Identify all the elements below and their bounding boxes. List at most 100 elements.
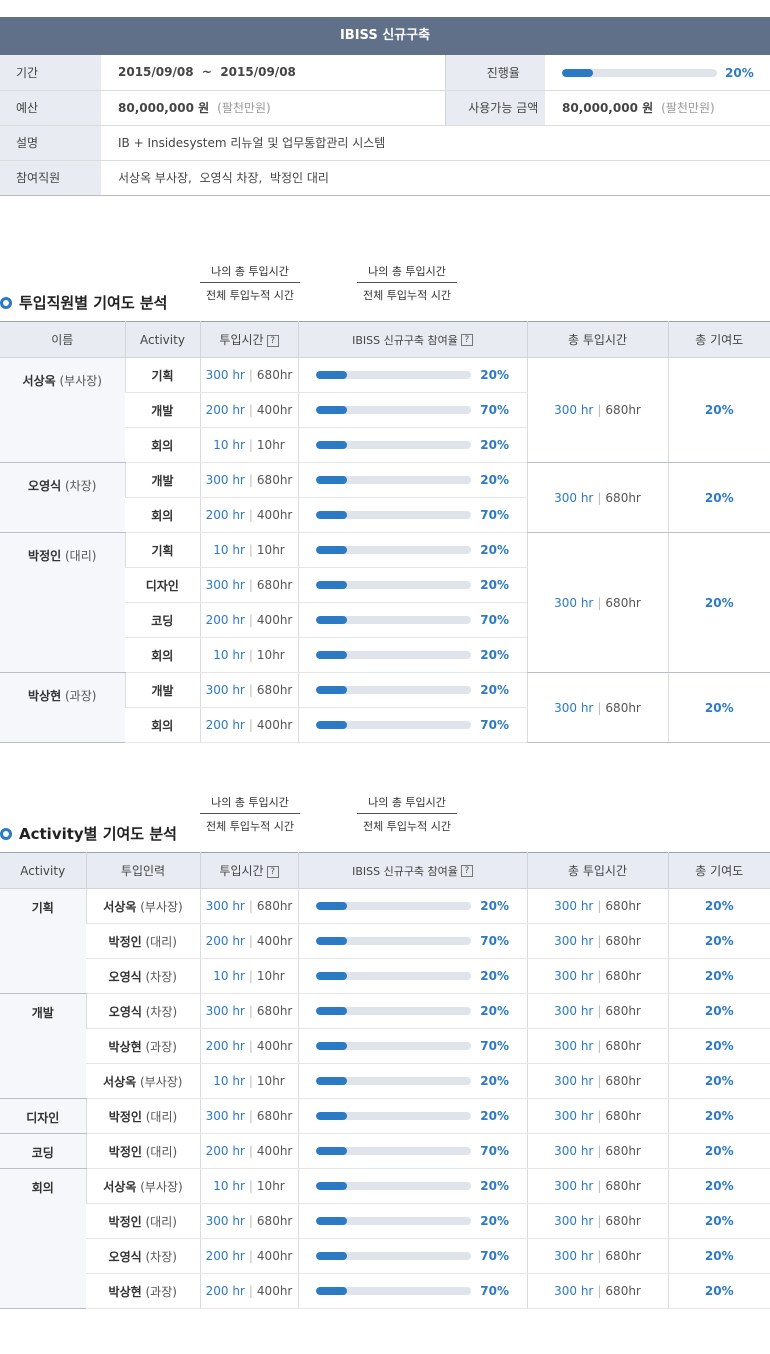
- hours-separator: |: [248, 473, 253, 487]
- rate-bar-fill: [316, 1077, 347, 1086]
- hours-separator: |: [597, 403, 602, 417]
- activity-name: 개발: [124, 672, 200, 708]
- rate-cell: 70%: [297, 1238, 527, 1274]
- rate-percent: 70%: [480, 1039, 509, 1054]
- person-cell: 박상현 (과장): [86, 1028, 200, 1064]
- table-row: 박상현 (과장) 200 hr | 400hr 70% 300 hr | 680hr 20%: [0, 1273, 770, 1309]
- rate-bar: [316, 1147, 471, 1156]
- hours-mine: 300 hr: [205, 683, 245, 697]
- table-row: 박상현 (과장) 200 hr | 400hr 70% 300 hr | 680hr 20%: [0, 1028, 770, 1064]
- rate-cell: 20%: [297, 567, 527, 603]
- hours-total: 10hr: [256, 969, 285, 983]
- available-words: (팔천만원): [661, 101, 715, 115]
- total-hours-cell: 300 hr | 680hr: [526, 672, 668, 743]
- total-hours-cell: 300 hr | 680hr: [526, 888, 668, 924]
- rate-percent: 20%: [480, 969, 509, 984]
- rate-bar: [316, 1042, 471, 1051]
- hours-mine: 200 hr: [205, 613, 245, 627]
- employee-rank: (대리): [65, 549, 97, 563]
- total-contribution: 20%: [667, 1168, 770, 1204]
- table-row: 디자인 300 hr | 680hr 20%: [0, 567, 770, 603]
- rate-cell: 70%: [297, 1133, 527, 1169]
- progress-cell: 20%: [545, 55, 770, 91]
- rate-percent: 70%: [480, 1284, 509, 1299]
- legend-total-label: 전체 투입누적 시간: [206, 820, 294, 833]
- activity-contribution-table: Activity 투입인력 투입시간? IBISS 신규구축 참여율? 총 투입…: [0, 852, 770, 1309]
- help-icon[interactable]: ?: [266, 334, 279, 347]
- members-value: 서상옥 부사장, 오영식 차장, 박정인 대리: [101, 160, 770, 196]
- hours-mine: 200 hr: [205, 1039, 245, 1053]
- hours-mine: 200 hr: [205, 1144, 245, 1158]
- person-cell: 박정인 (대리): [85, 1133, 200, 1169]
- employee-name: 박상현: [28, 689, 62, 703]
- rate-cell: 20%: [297, 888, 527, 924]
- person-rank: (대리): [145, 934, 177, 949]
- rate-bar-fill: [316, 1182, 347, 1191]
- total-hours-cell: 300 hr | 680hr: [526, 923, 668, 959]
- rate-bar: [316, 721, 471, 730]
- person-name: 오영식: [108, 969, 142, 984]
- person-name: 서상옥: [103, 1074, 137, 1089]
- rate-percent: 70%: [480, 613, 509, 628]
- help-icon[interactable]: ?: [460, 334, 473, 346]
- col-total-hours: 총 투입시간: [526, 321, 668, 358]
- hours-separator: |: [248, 683, 253, 697]
- rate-bar: [316, 1007, 471, 1016]
- help-icon[interactable]: ?: [266, 865, 279, 878]
- rate-percent: 20%: [480, 1074, 509, 1089]
- total-hours-all: 680hr: [605, 1284, 641, 1298]
- total-hours-mine: 300 hr: [554, 1074, 594, 1088]
- person-rank: (대리): [145, 1214, 177, 1229]
- rate-percent: 20%: [480, 368, 509, 383]
- hours-separator: |: [248, 1284, 253, 1298]
- project-title: IBISS 신규구축: [0, 17, 770, 55]
- hours-total: 10hr: [256, 1179, 285, 1193]
- hours-separator: |: [597, 595, 602, 610]
- person-name: 서상옥: [103, 1179, 137, 1194]
- help-icon[interactable]: ?: [460, 865, 473, 877]
- activity-name: 기획: [124, 532, 200, 568]
- legend-mine-label: 나의 총 투입시간: [200, 261, 300, 283]
- person-cell: 서상옥 (부사장): [85, 1168, 200, 1204]
- hours-mine: 10 hr: [213, 969, 245, 983]
- progress-label: 진행율: [444, 55, 545, 91]
- rate-cell: 20%: [297, 672, 527, 708]
- hours-cell: 300 hr | 680hr: [199, 1098, 298, 1134]
- hours-mine: 300 hr: [205, 1109, 245, 1123]
- person-name: 박정인: [108, 1144, 142, 1159]
- rate-bar: [316, 686, 471, 695]
- total-hours-mine: 300 hr: [554, 700, 594, 715]
- hours-total: 400hr: [256, 1284, 293, 1298]
- person-rank: (부사장): [139, 1074, 183, 1089]
- hours-separator: |: [597, 700, 602, 715]
- hours-cell: 10 hr | 10hr: [199, 427, 298, 463]
- person-cell: 오영식 (차장): [86, 1238, 200, 1274]
- rate-cell: 20%: [297, 993, 527, 1029]
- hours-cell: 10 hr | 10hr: [199, 532, 298, 568]
- rate-bar-fill: [316, 546, 347, 555]
- staff-title-text: 투입직원별 기여도 분석: [19, 294, 168, 312]
- rate-cell: 20%: [297, 462, 527, 498]
- staff-section-header: 투입직원별 기여도 분석 나의 총 투입시간 전체 투입누적 시간 나의 총 투입…: [0, 261, 770, 321]
- hours-total: 680hr: [256, 1109, 293, 1123]
- hours-cell: 300 hr | 680hr: [199, 672, 298, 708]
- hours-separator: |: [248, 1004, 253, 1018]
- hours-total: 680hr: [256, 368, 293, 382]
- hours-separator: |: [597, 969, 602, 983]
- hours-total: 400hr: [256, 1249, 293, 1263]
- rate-bar-fill: [316, 511, 347, 520]
- table-row: 서상옥 (부사장) 10 hr | 10hr 20% 300 hr | 680hr 20%: [0, 1063, 770, 1099]
- col-person: 투입인력: [85, 852, 200, 889]
- table-row: 박정인 (대리) 300 hr | 680hr 20% 300 hr | 680hr 20%: [0, 1203, 770, 1239]
- person-rank: (차장): [145, 969, 177, 984]
- hours-separator: |: [597, 934, 602, 948]
- total-hours-cell: 300 hr | 680hr: [526, 1133, 668, 1169]
- total-contribution: 20%: [667, 888, 770, 924]
- hours-separator: |: [597, 1144, 602, 1158]
- col-activity: Activity: [0, 852, 86, 889]
- total-contribution: 20%: [667, 1098, 770, 1134]
- hours-separator: |: [248, 578, 253, 592]
- hours-total: 10hr: [256, 438, 285, 452]
- activity-name: 회의: [125, 707, 200, 743]
- person-cell: 박정인 (대리): [86, 1203, 200, 1239]
